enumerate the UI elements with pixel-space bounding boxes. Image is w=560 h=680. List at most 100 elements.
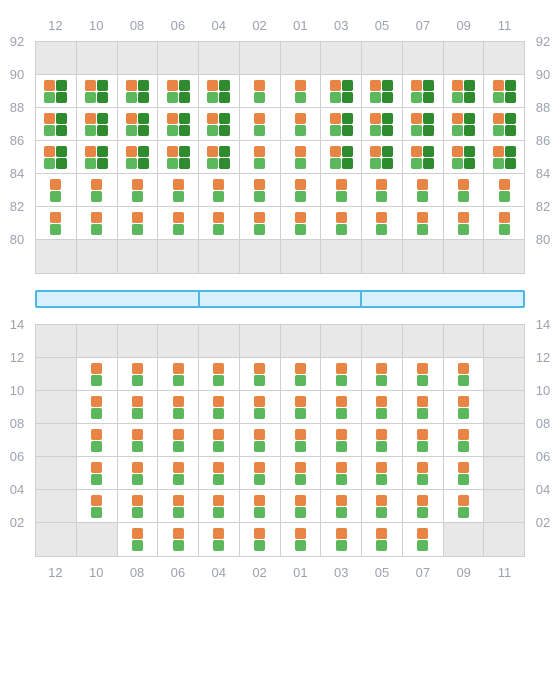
seat-slot[interactable] [403, 457, 444, 489]
seat-slot[interactable] [77, 75, 118, 107]
seat-slot[interactable] [240, 424, 281, 456]
seat-slot[interactable] [321, 490, 362, 522]
seat-slot[interactable] [484, 108, 524, 140]
seat-slot[interactable] [403, 75, 444, 107]
seat-slot[interactable] [77, 207, 118, 239]
seat-slot[interactable] [362, 424, 403, 456]
seat-slot[interactable] [118, 174, 159, 206]
seat-slot[interactable] [321, 75, 362, 107]
seat-slot[interactable] [199, 108, 240, 140]
seat-slot[interactable] [362, 108, 403, 140]
seat-slot[interactable] [403, 490, 444, 522]
seat-slot[interactable] [484, 75, 524, 107]
seat-slot[interactable] [118, 523, 159, 556]
seat-slot[interactable] [444, 457, 485, 489]
seat-slot[interactable] [444, 108, 485, 140]
seat-slot[interactable] [199, 457, 240, 489]
seat-slot[interactable] [362, 141, 403, 173]
seat-slot[interactable] [281, 523, 322, 556]
seat-slot[interactable] [281, 75, 322, 107]
seat-slot[interactable] [321, 457, 362, 489]
seat-slot[interactable] [362, 207, 403, 239]
seat-slot[interactable] [362, 490, 403, 522]
seat-slot[interactable] [77, 174, 118, 206]
seat-slot[interactable] [77, 424, 118, 456]
seat-slot[interactable] [158, 174, 199, 206]
seat-slot[interactable] [321, 358, 362, 390]
seat-slot[interactable] [403, 523, 444, 556]
seat-slot[interactable] [199, 358, 240, 390]
seat-slot[interactable] [36, 141, 77, 173]
seat-slot[interactable] [362, 391, 403, 423]
seat-slot[interactable] [403, 108, 444, 140]
seat-slot[interactable] [199, 391, 240, 423]
seat-slot[interactable] [118, 108, 159, 140]
seat-slot[interactable] [403, 424, 444, 456]
seat-slot[interactable] [158, 141, 199, 173]
seat-slot[interactable] [158, 358, 199, 390]
seat-slot[interactable] [118, 490, 159, 522]
seat-slot[interactable] [240, 108, 281, 140]
seat-slot[interactable] [281, 207, 322, 239]
seat-slot[interactable] [281, 424, 322, 456]
seat-slot[interactable] [158, 75, 199, 107]
seat-slot[interactable] [281, 141, 322, 173]
seat-slot[interactable] [158, 457, 199, 489]
seat-slot[interactable] [158, 207, 199, 239]
seat-slot[interactable] [281, 358, 322, 390]
seat-slot[interactable] [403, 207, 444, 239]
seat-slot[interactable] [240, 490, 281, 522]
seat-slot[interactable] [240, 75, 281, 107]
seat-slot[interactable] [362, 523, 403, 556]
seat-slot[interactable] [484, 207, 524, 239]
seat-slot[interactable] [484, 174, 524, 206]
seat-slot[interactable] [118, 75, 159, 107]
seat-slot[interactable] [118, 141, 159, 173]
seat-slot[interactable] [240, 141, 281, 173]
seat-slot[interactable] [281, 490, 322, 522]
seat-slot[interactable] [321, 174, 362, 206]
seat-slot[interactable] [158, 523, 199, 556]
seat-slot[interactable] [158, 490, 199, 522]
seat-slot[interactable] [281, 457, 322, 489]
seat-slot[interactable] [321, 207, 362, 239]
seat-slot[interactable] [444, 358, 485, 390]
seat-slot[interactable] [444, 141, 485, 173]
seat-slot[interactable] [444, 490, 485, 522]
seat-slot[interactable] [403, 174, 444, 206]
seat-slot[interactable] [362, 75, 403, 107]
seat-slot[interactable] [118, 424, 159, 456]
seat-slot[interactable] [158, 108, 199, 140]
seat-slot[interactable] [77, 141, 118, 173]
seat-slot[interactable] [118, 207, 159, 239]
seat-slot[interactable] [36, 207, 77, 239]
seat-slot[interactable] [281, 108, 322, 140]
seat-slot[interactable] [77, 391, 118, 423]
seat-slot[interactable] [444, 174, 485, 206]
seat-slot[interactable] [36, 174, 77, 206]
seat-slot[interactable] [77, 457, 118, 489]
seat-slot[interactable] [240, 207, 281, 239]
seat-slot[interactable] [77, 358, 118, 390]
seat-slot[interactable] [321, 523, 362, 556]
seat-slot[interactable] [362, 174, 403, 206]
seat-slot[interactable] [199, 490, 240, 522]
seat-slot[interactable] [403, 358, 444, 390]
seat-slot[interactable] [484, 141, 524, 173]
seat-slot[interactable] [403, 141, 444, 173]
seat-slot[interactable] [199, 141, 240, 173]
seat-slot[interactable] [158, 391, 199, 423]
seat-slot[interactable] [118, 391, 159, 423]
seat-slot[interactable] [321, 108, 362, 140]
seat-slot[interactable] [321, 391, 362, 423]
seat-slot[interactable] [36, 75, 77, 107]
seat-slot[interactable] [77, 490, 118, 522]
seat-slot[interactable] [158, 424, 199, 456]
seat-slot[interactable] [362, 457, 403, 489]
seat-slot[interactable] [444, 207, 485, 239]
seat-slot[interactable] [199, 174, 240, 206]
seat-slot[interactable] [77, 108, 118, 140]
seat-slot[interactable] [118, 358, 159, 390]
seat-slot[interactable] [281, 391, 322, 423]
seat-slot[interactable] [199, 207, 240, 239]
